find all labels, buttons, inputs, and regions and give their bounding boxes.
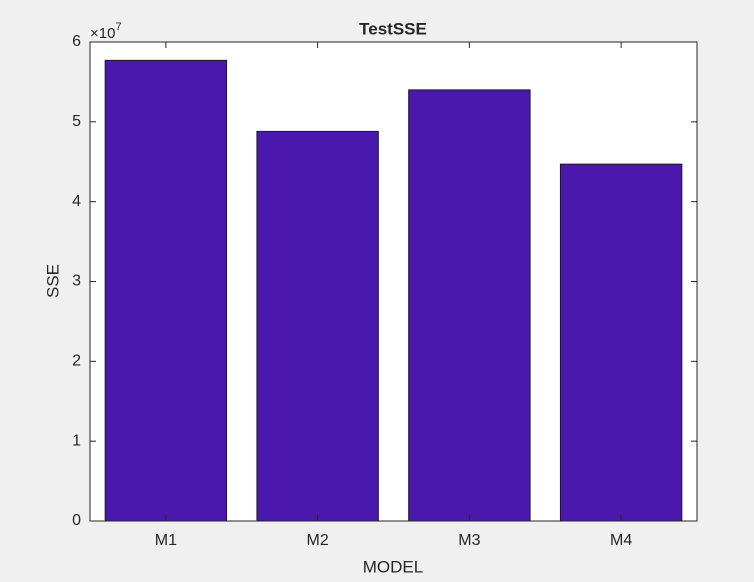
chart-title: TestSSE [359,19,427,38]
x-tick-label: M3 [458,532,480,549]
y-tick-label: 3 [72,273,81,290]
x-tick-label: M4 [610,532,632,549]
y-multiplier-base: ×10 [90,25,115,42]
x-tick-label: M2 [307,532,329,549]
x-axis-label: MODEL [363,557,423,576]
bar [104,59,228,522]
y-tick-label: 6 [72,33,81,50]
y-tick-label: 1 [72,432,81,449]
y-axis-label: SSE [43,264,62,298]
y-multiplier-exponent: 7 [115,21,121,33]
x-tick-label: M1 [155,532,177,549]
y-tick-label: 4 [72,193,81,210]
bar [256,130,379,522]
y-multiplier: ×107 [90,21,122,42]
y-tick-label: 2 [72,353,81,370]
axes-box [89,41,698,522]
y-tick-label: 0 [72,512,81,529]
bar [408,89,531,522]
y-tick-label: 5 [72,113,81,130]
bar [559,163,683,522]
